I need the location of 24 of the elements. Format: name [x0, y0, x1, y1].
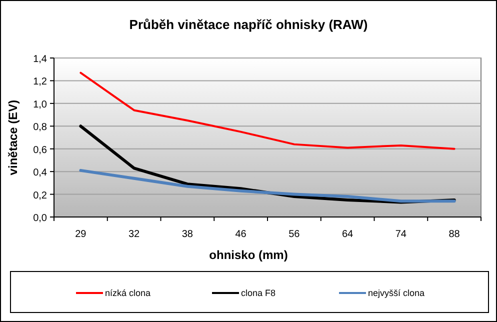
- line-series: [80, 72, 456, 150]
- y-tick-label: 1,2: [33, 76, 48, 88]
- y-tick-label: 1,4: [33, 54, 48, 65]
- legend-label: nejvyšší clona: [368, 288, 425, 298]
- y-tick-label: 0,4: [33, 168, 48, 179]
- x-tick-label: 32: [128, 229, 140, 240]
- legend-label: clona F8: [241, 288, 276, 298]
- legend-label: nízká clona: [105, 288, 151, 298]
- y-axis-title: vinětace (EV): [6, 100, 20, 176]
- x-tick-label: 64: [342, 229, 354, 240]
- x-tick-label: 38: [182, 229, 194, 240]
- y-tick-label: 0,6: [33, 144, 48, 156]
- y-tick-label: 0,8: [33, 122, 48, 134]
- line-series: [79, 168, 456, 203]
- x-tick-label: 74: [395, 229, 407, 240]
- y-tick-label: 0,0: [33, 213, 48, 224]
- x-tick-label: 56: [288, 229, 300, 240]
- x-tick-label: 29: [75, 229, 87, 240]
- x-axis-title: ohnisko (mm): [209, 248, 288, 262]
- y-tick-label: 1,0: [33, 99, 48, 110]
- chart-title: Průběh vinětace napříč ohnisky (RAW): [129, 17, 368, 32]
- x-tick-label: 88: [448, 229, 460, 240]
- y-tick-label: 0,2: [33, 190, 48, 202]
- x-tick-label: 46: [235, 229, 247, 240]
